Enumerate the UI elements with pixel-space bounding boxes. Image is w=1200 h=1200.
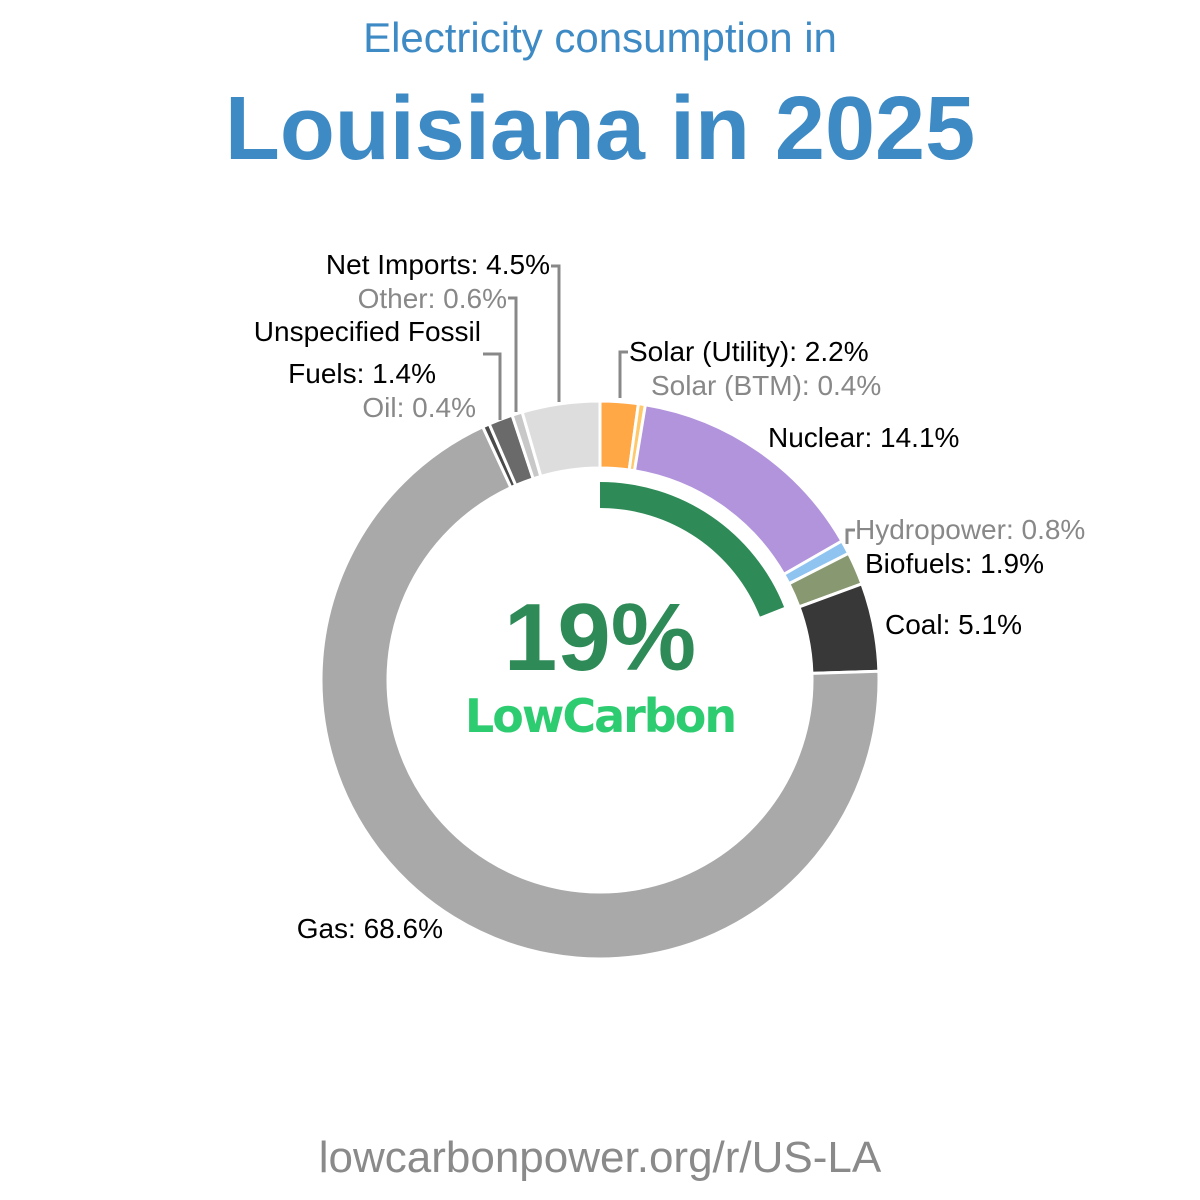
label-other: Other: 0.6%: [358, 283, 507, 314]
leader-unspecified-fossil-fuels: [483, 352, 502, 420]
leader-other: [508, 296, 518, 412]
lowcarbon-percent: 19%: [504, 584, 696, 691]
leader-solar-utility: [618, 350, 628, 398]
label-nuclear: Nuclear: 14.1%: [768, 422, 959, 453]
label-gas: Gas: 68.6%: [297, 913, 443, 944]
label-biofuels: Biofuels: 1.9%: [865, 548, 1044, 579]
label-solar-btm: Solar (BTM): 0.4%: [651, 370, 881, 401]
lowcarbon-label: LowCarbon: [465, 689, 735, 743]
label-leaders: [483, 264, 855, 544]
label-unspecified-fossil-fuels-line1: Unspecified Fossil: [254, 316, 481, 347]
label-oil: Oil: 0.4%: [362, 392, 476, 423]
lowcarbon-arc: [600, 482, 785, 617]
label-hydropower: Hydropower: 0.8%: [855, 514, 1085, 545]
chart-subtitle: Electricity consumption in: [363, 14, 837, 61]
leader-net-imports: [551, 264, 561, 402]
slice-net-imports: [520, 399, 602, 479]
slice-labels: Solar (Utility): 2.2%Solar (BTM): 0.4% Nu…: [254, 249, 1086, 944]
label-solar-utility: Solar (Utility): 2.2%: [629, 336, 869, 367]
leader-hydropower: [845, 528, 855, 544]
label-coal: Coal: 5.1%: [885, 609, 1022, 640]
label-net-imports: Net Imports: 4.5%: [326, 249, 550, 280]
source-url: lowcarbonpower.org/r/US-LA: [318, 1133, 882, 1182]
chart-title: Louisiana in 2025: [224, 79, 976, 179]
donut-slices: [319, 399, 881, 961]
label-unspecified-fossil-fuels-line2: Fuels: 1.4%: [288, 358, 436, 389]
slice-gas: [319, 424, 881, 961]
